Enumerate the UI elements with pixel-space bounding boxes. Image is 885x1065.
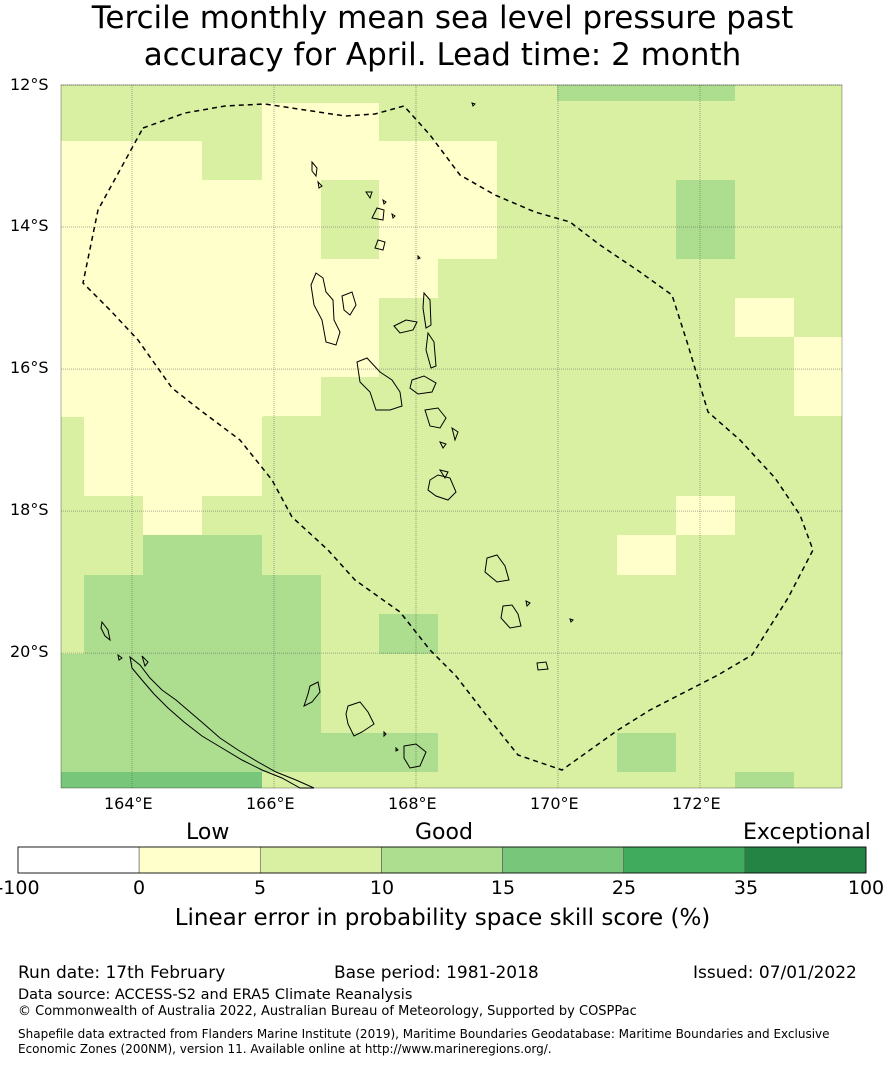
grid-cell [61, 141, 263, 417]
island-aniwa [525, 600, 574, 623]
island-ouvea [303, 681, 321, 707]
lon-label-168e: 168°E [388, 794, 437, 813]
grid-cell [84, 416, 262, 496]
colorbar [17, 846, 867, 874]
lon-label-166e: 166°E [246, 794, 295, 813]
colorbar-segment [17, 846, 140, 874]
chart-title-line-1: Tercile monthly mean sea level pressure … [91, 0, 794, 36]
colorbar-title: Linear error in probability space skill … [174, 905, 711, 931]
lat-label-20s: 20°S [10, 642, 49, 661]
lat-label-14s: 14°S [10, 216, 49, 235]
run-date: Run date: 17th February [18, 963, 226, 983]
island-epi [451, 426, 459, 442]
chart-title-line-2: accuracy for April. Lead time: 2 month [143, 37, 742, 73]
grid-cell [321, 377, 379, 416]
grid-cell [321, 180, 379, 259]
lat-label-18s: 18°S [10, 500, 49, 519]
island-espiritu-santo [310, 272, 341, 346]
island-ambrym [409, 375, 437, 395]
skill-grid [61, 85, 842, 788]
colorbar-tick-100: 100 [847, 877, 885, 899]
colorbar-segment [381, 846, 503, 874]
colorbar-tick-neg100: -100 [0, 877, 40, 899]
grid-cell [379, 141, 497, 259]
legend-category-low: Low [186, 820, 230, 845]
island-lifou [345, 701, 375, 737]
issued-date: Issued: 07/01/2022 [693, 963, 857, 983]
grid-cell [379, 614, 438, 654]
colorbar-tick-15: 15 [490, 877, 516, 899]
lon-label-170e: 170°E [530, 794, 579, 813]
coastlines [100, 102, 574, 789]
grid-cell [794, 337, 842, 416]
map-frame [60, 84, 843, 789]
grid-cell [735, 298, 794, 337]
grid-cell [676, 180, 735, 259]
island-pentecost [425, 331, 437, 369]
legend-category-exceptional: Exceptional [743, 820, 871, 845]
chart-title: Tercile monthly mean sea level pressure … [0, 0, 885, 74]
grid-cell [84, 575, 321, 654]
copyright: © Commonwealth of Australia 2022, Austra… [18, 1004, 637, 1019]
island-efate [427, 474, 457, 501]
colorbar-segment [259, 846, 382, 874]
grid-cell [379, 259, 438, 298]
lat-label-12s: 12°S [10, 75, 49, 94]
lon-label-172e: 172°E [672, 794, 721, 813]
grid-cell [676, 496, 735, 535]
colorbar-outline [17, 846, 867, 874]
map-gridlines [61, 84, 842, 788]
shapefile-credit-line-2: Economic Zones (200NM), version 11. Avai… [18, 1042, 552, 1056]
colorbar-segment [502, 846, 625, 874]
grid-cell [617, 733, 676, 772]
grid-cell [379, 298, 438, 416]
lon-label-164e: 164°E [104, 794, 153, 813]
island-malo [341, 291, 357, 316]
shapefile-credit-line-1: Shapefile data extracted from Flanders M… [18, 1027, 830, 1041]
island-aneityum [536, 661, 549, 671]
grid-cell [61, 772, 262, 788]
grid-cell [202, 141, 262, 180]
grid-cell [557, 85, 735, 101]
grid-cell [321, 733, 438, 772]
colorbar-segment [138, 846, 261, 874]
island-ambae [393, 319, 418, 334]
island-tanna [500, 604, 522, 629]
grid-cell [262, 654, 321, 772]
grid-cell [143, 535, 262, 575]
grid-cell [735, 772, 794, 788]
colorbar-tick-10: 10 [369, 877, 395, 899]
colorbar-tick-25: 25 [611, 877, 637, 899]
eez-boundary [82, 103, 814, 771]
base-period: Base period: 1981-2018 [334, 963, 539, 983]
lat-label-16s: 16°S [10, 358, 49, 377]
island-erromango [484, 554, 510, 583]
grid-cell [617, 535, 676, 575]
data-source: Data source: ACCESS-S2 and ERA5 Climate … [18, 987, 413, 1003]
colorbar-segment [623, 846, 746, 874]
colorbar-tick-0: 0 [132, 877, 146, 899]
colorbar-tick-5: 5 [253, 877, 267, 899]
island-malekula [356, 357, 403, 411]
island-paama-lopevi [424, 407, 447, 429]
island-mare [403, 743, 427, 769]
island-belep [100, 620, 149, 668]
legend-category-good: Good [415, 820, 473, 845]
island-maewo [422, 291, 432, 329]
islands-torres-banks [311, 102, 476, 260]
island-shepherds [438, 441, 449, 480]
islands-loyalty-small [383, 730, 399, 752]
grid-cell [143, 496, 202, 535]
grid-cell [262, 103, 379, 416]
colorbar-segment [744, 846, 867, 874]
colorbar-tick-35: 35 [733, 877, 759, 899]
